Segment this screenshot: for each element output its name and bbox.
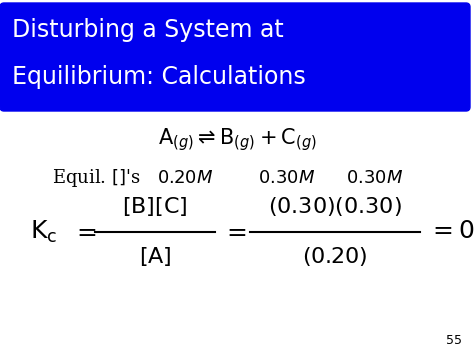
Text: $(0.20)$: $(0.20)$ bbox=[302, 246, 368, 268]
Text: $\mathrm{A}_{(g)}\rightleftharpoons \mathrm{B}_{(g)}+\mathrm{C}_{(g)}$: $\mathrm{A}_{(g)}\rightleftharpoons \mat… bbox=[157, 127, 317, 153]
Text: $\mathrm{K}_{\mathrm{c}}$: $\mathrm{K}_{\mathrm{c}}$ bbox=[30, 219, 57, 245]
Text: $[\mathrm{B}][\mathrm{C}]$: $[\mathrm{B}][\mathrm{C}]$ bbox=[122, 196, 188, 218]
Text: Equilibrium: Calculations: Equilibrium: Calculations bbox=[12, 65, 306, 89]
FancyBboxPatch shape bbox=[0, 3, 470, 111]
Text: $0.20\mathit{M}$: $0.20\mathit{M}$ bbox=[157, 169, 213, 187]
Text: $=$: $=$ bbox=[72, 220, 97, 244]
Text: $0.30\mathit{M}$: $0.30\mathit{M}$ bbox=[258, 169, 316, 187]
Text: $= 0.45$: $= 0.45$ bbox=[428, 220, 474, 244]
Text: Equil. $[]$'s: Equil. $[]$'s bbox=[52, 167, 140, 189]
Text: $[\mathrm{A}]$: $[\mathrm{A}]$ bbox=[139, 246, 171, 268]
Text: 55: 55 bbox=[446, 334, 462, 347]
Text: $(0.30)(0.30)$: $(0.30)(0.30)$ bbox=[268, 196, 402, 218]
Text: $0.30\mathit{M}$: $0.30\mathit{M}$ bbox=[346, 169, 403, 187]
Text: Disturbing a System at: Disturbing a System at bbox=[12, 18, 284, 42]
Text: $=$: $=$ bbox=[222, 220, 247, 244]
